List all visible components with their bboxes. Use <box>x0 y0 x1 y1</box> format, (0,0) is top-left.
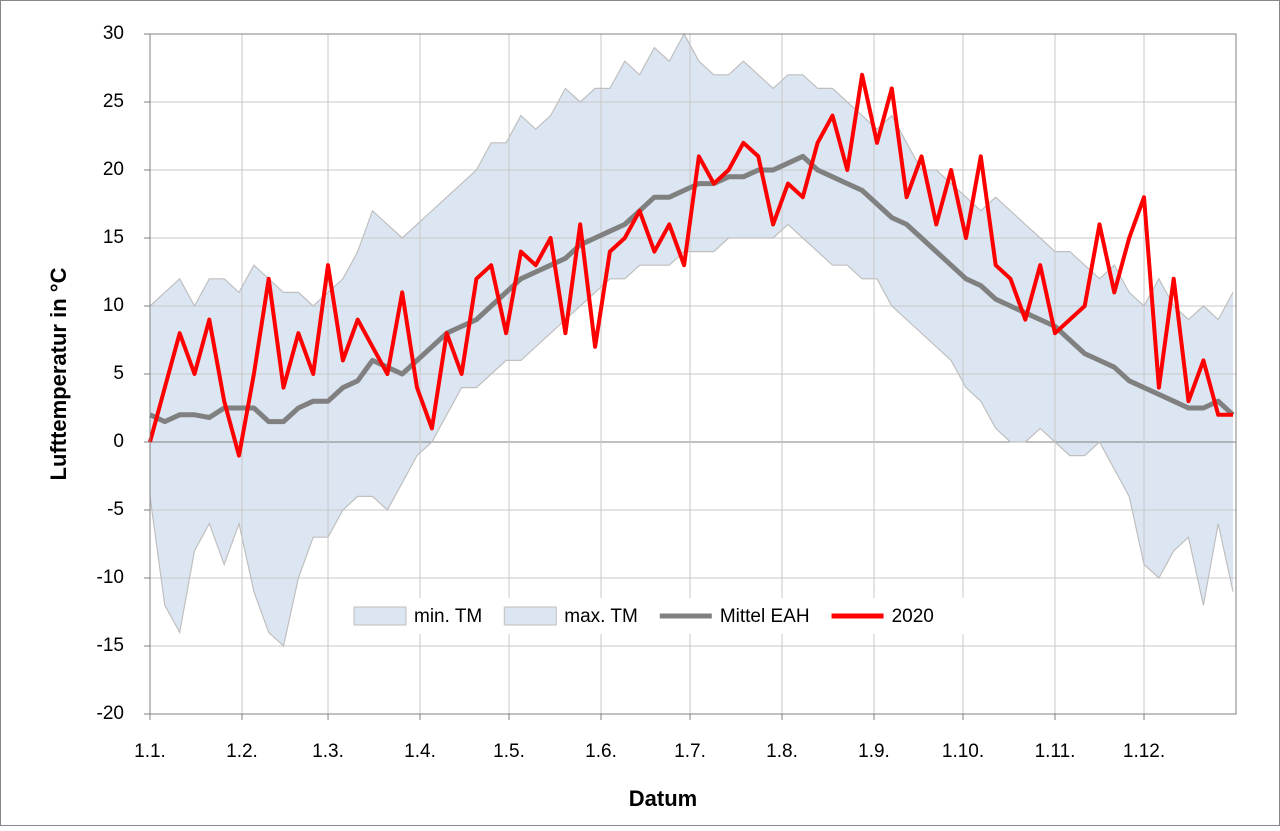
y-tick-label: 0 <box>113 431 124 452</box>
legend-label: 2020 <box>892 606 934 627</box>
x-tick-label: 1.4. <box>404 741 436 762</box>
x-tick-label: 1.3. <box>312 741 344 762</box>
y-tick-label: -10 <box>97 567 124 588</box>
y-tick-label: 10 <box>103 295 124 316</box>
x-tick-label: 1.2. <box>226 741 258 762</box>
y-tick-label: 25 <box>103 91 124 112</box>
x-tick-label: 1.1. <box>134 741 166 762</box>
legend-label: max. TM <box>564 606 638 627</box>
x-tick-label: 1.6. <box>585 741 617 762</box>
x-axis-label: Datum <box>629 786 697 811</box>
y-tick-label: -20 <box>97 703 124 724</box>
area-edge <box>149 223 1234 648</box>
legend-swatch <box>353 606 407 626</box>
y-tick-label: 15 <box>103 227 124 248</box>
line <box>148 72 1233 458</box>
y-tick-label: -15 <box>97 635 124 656</box>
x-tick-label: 1.8. <box>766 741 798 762</box>
legend-label: min. TM <box>414 606 482 627</box>
legend: min. TM max. TM Mittel EAH 2020 <box>345 598 1045 634</box>
x-tick-label: 1.5. <box>493 741 525 762</box>
x-tick-label: 1.7. <box>674 741 706 762</box>
x-tick-label: 1.9. <box>858 741 890 762</box>
y-tick-label: 5 <box>113 363 124 384</box>
area <box>150 224 1234 714</box>
x-tick-label: 1.11. <box>1035 741 1076 762</box>
x-tick-label: 1.10. <box>942 741 984 762</box>
y-tick-label: 20 <box>103 159 124 180</box>
y-tick-label: 30 <box>103 23 124 44</box>
legend-label: Mittel EAH <box>720 606 810 627</box>
y-tick-label: -5 <box>107 499 124 520</box>
y-axis-label: Lufttemperatur in °C <box>46 267 71 480</box>
legend-swatch <box>503 606 557 626</box>
x-tick-label: 1.12. <box>1123 741 1165 762</box>
